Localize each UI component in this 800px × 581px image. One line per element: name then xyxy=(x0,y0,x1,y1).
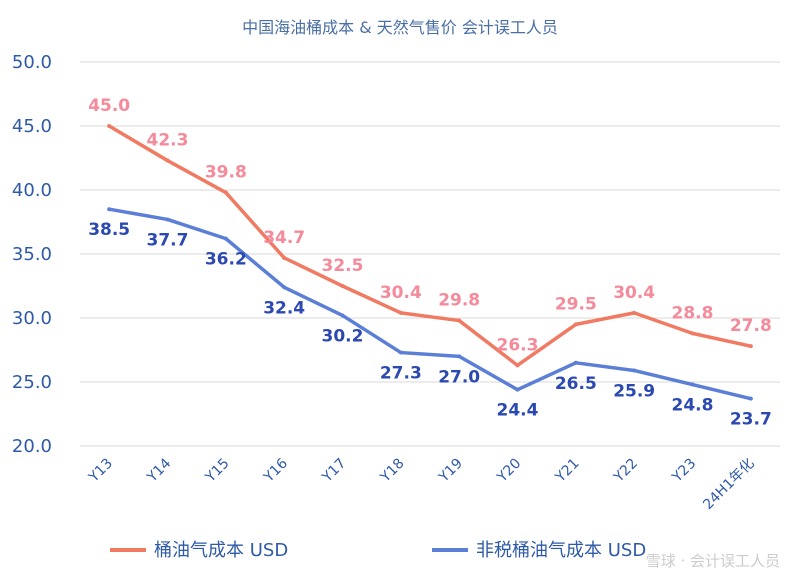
data-point xyxy=(515,387,520,392)
data-label: 32.5 xyxy=(322,256,364,276)
data-point xyxy=(457,318,462,323)
data-label: 42.3 xyxy=(147,131,189,151)
data-point xyxy=(690,382,695,387)
x-tick-label: Y21 xyxy=(552,456,583,487)
x-tick-label: Y14 xyxy=(144,455,175,486)
x-tick-label: 24H1年化 xyxy=(700,456,757,513)
data-label: 24.4 xyxy=(497,401,539,421)
data-point xyxy=(573,360,578,365)
data-label: 37.7 xyxy=(147,230,189,250)
data-point xyxy=(632,368,637,373)
data-point xyxy=(457,354,462,359)
data-point xyxy=(165,217,170,222)
x-tick-label: Y15 xyxy=(202,456,233,487)
data-label: 32.4 xyxy=(263,298,305,318)
legend-label-series-2: 非税桶油气成本 USD xyxy=(476,540,646,561)
data-point xyxy=(107,124,112,128)
x-tick-label: Y13 xyxy=(85,456,116,487)
x-tick-label: Y17 xyxy=(319,456,350,487)
y-tick-label: 50.0 xyxy=(12,52,52,73)
data-point xyxy=(748,344,753,349)
data-label: 29.5 xyxy=(555,294,597,314)
data-point xyxy=(223,236,228,241)
data-point xyxy=(398,350,403,355)
chart-title: 中国海油桶成本 & 天然气售价 会计误工人员 xyxy=(242,18,558,37)
data-point xyxy=(223,190,228,195)
data-point xyxy=(282,285,287,290)
x-tick-label: Y20 xyxy=(494,456,525,487)
data-point xyxy=(107,207,112,212)
data-label: 27.8 xyxy=(730,316,772,336)
data-point xyxy=(573,322,578,327)
data-point xyxy=(690,331,695,336)
data-label: 26.5 xyxy=(555,374,597,394)
data-labels: 45.0 42.3 39.8 34.7 32.5 30.4 29.8 26.3 29.5 30.4… xyxy=(88,96,772,430)
series-lines xyxy=(107,124,753,401)
series-line-1 xyxy=(107,124,753,368)
watermark: 雪球 · 会计误工人员 xyxy=(646,552,780,570)
y-tick-label: 40.0 xyxy=(12,180,52,201)
legend-label-series-1: 桶油气成本 USD xyxy=(154,540,288,561)
gridlines xyxy=(80,61,780,447)
legend: 桶油气成本 USD 非税桶油气成本 USD xyxy=(110,540,646,561)
series-line-2 xyxy=(107,207,753,401)
data-label: 39.8 xyxy=(205,163,247,183)
data-label: 30.4 xyxy=(380,283,422,303)
data-label: 30.2 xyxy=(322,326,364,346)
data-label: 36.2 xyxy=(205,250,247,270)
data-point xyxy=(165,158,170,163)
data-label: 30.4 xyxy=(613,283,655,303)
y-axis-ticks: 20.0 25.0 30.0 35.0 40.0 45.0 50.0 xyxy=(12,52,52,457)
data-label: 26.3 xyxy=(497,335,539,355)
data-point xyxy=(340,284,345,288)
data-point xyxy=(340,313,345,318)
data-point xyxy=(282,255,287,260)
y-tick-label: 45.0 xyxy=(12,116,52,137)
data-label: 45.0 xyxy=(88,96,130,116)
data-label: 27.3 xyxy=(380,364,422,384)
data-label: 23.7 xyxy=(730,410,772,430)
data-label: 24.8 xyxy=(672,396,714,416)
y-tick-label: 25.0 xyxy=(12,372,52,393)
data-label: 29.8 xyxy=(438,291,480,311)
data-point xyxy=(632,310,637,315)
x-tick-label: Y19 xyxy=(435,456,466,487)
data-label: 34.7 xyxy=(263,228,305,248)
x-tick-label: Y23 xyxy=(669,456,700,487)
data-label: 28.8 xyxy=(672,303,714,323)
data-point xyxy=(748,396,753,401)
data-point xyxy=(398,310,403,315)
data-label: 25.9 xyxy=(613,381,655,401)
x-tick-label: Y22 xyxy=(610,456,641,487)
x-tick-label: Y16 xyxy=(260,455,291,486)
x-axis-ticks: Y13 Y14 Y15 Y16 Y17 Y18 Y19 Y20 Y21 Y22 Y23 24H1年化 xyxy=(85,455,757,513)
y-tick-label: 35.0 xyxy=(12,244,52,265)
data-label: 38.5 xyxy=(88,220,130,240)
data-label: 27.0 xyxy=(438,367,480,387)
y-tick-label: 30.0 xyxy=(12,308,52,329)
x-tick-label: Y18 xyxy=(377,456,408,487)
y-tick-label: 20.0 xyxy=(12,436,52,457)
data-point xyxy=(515,363,520,368)
